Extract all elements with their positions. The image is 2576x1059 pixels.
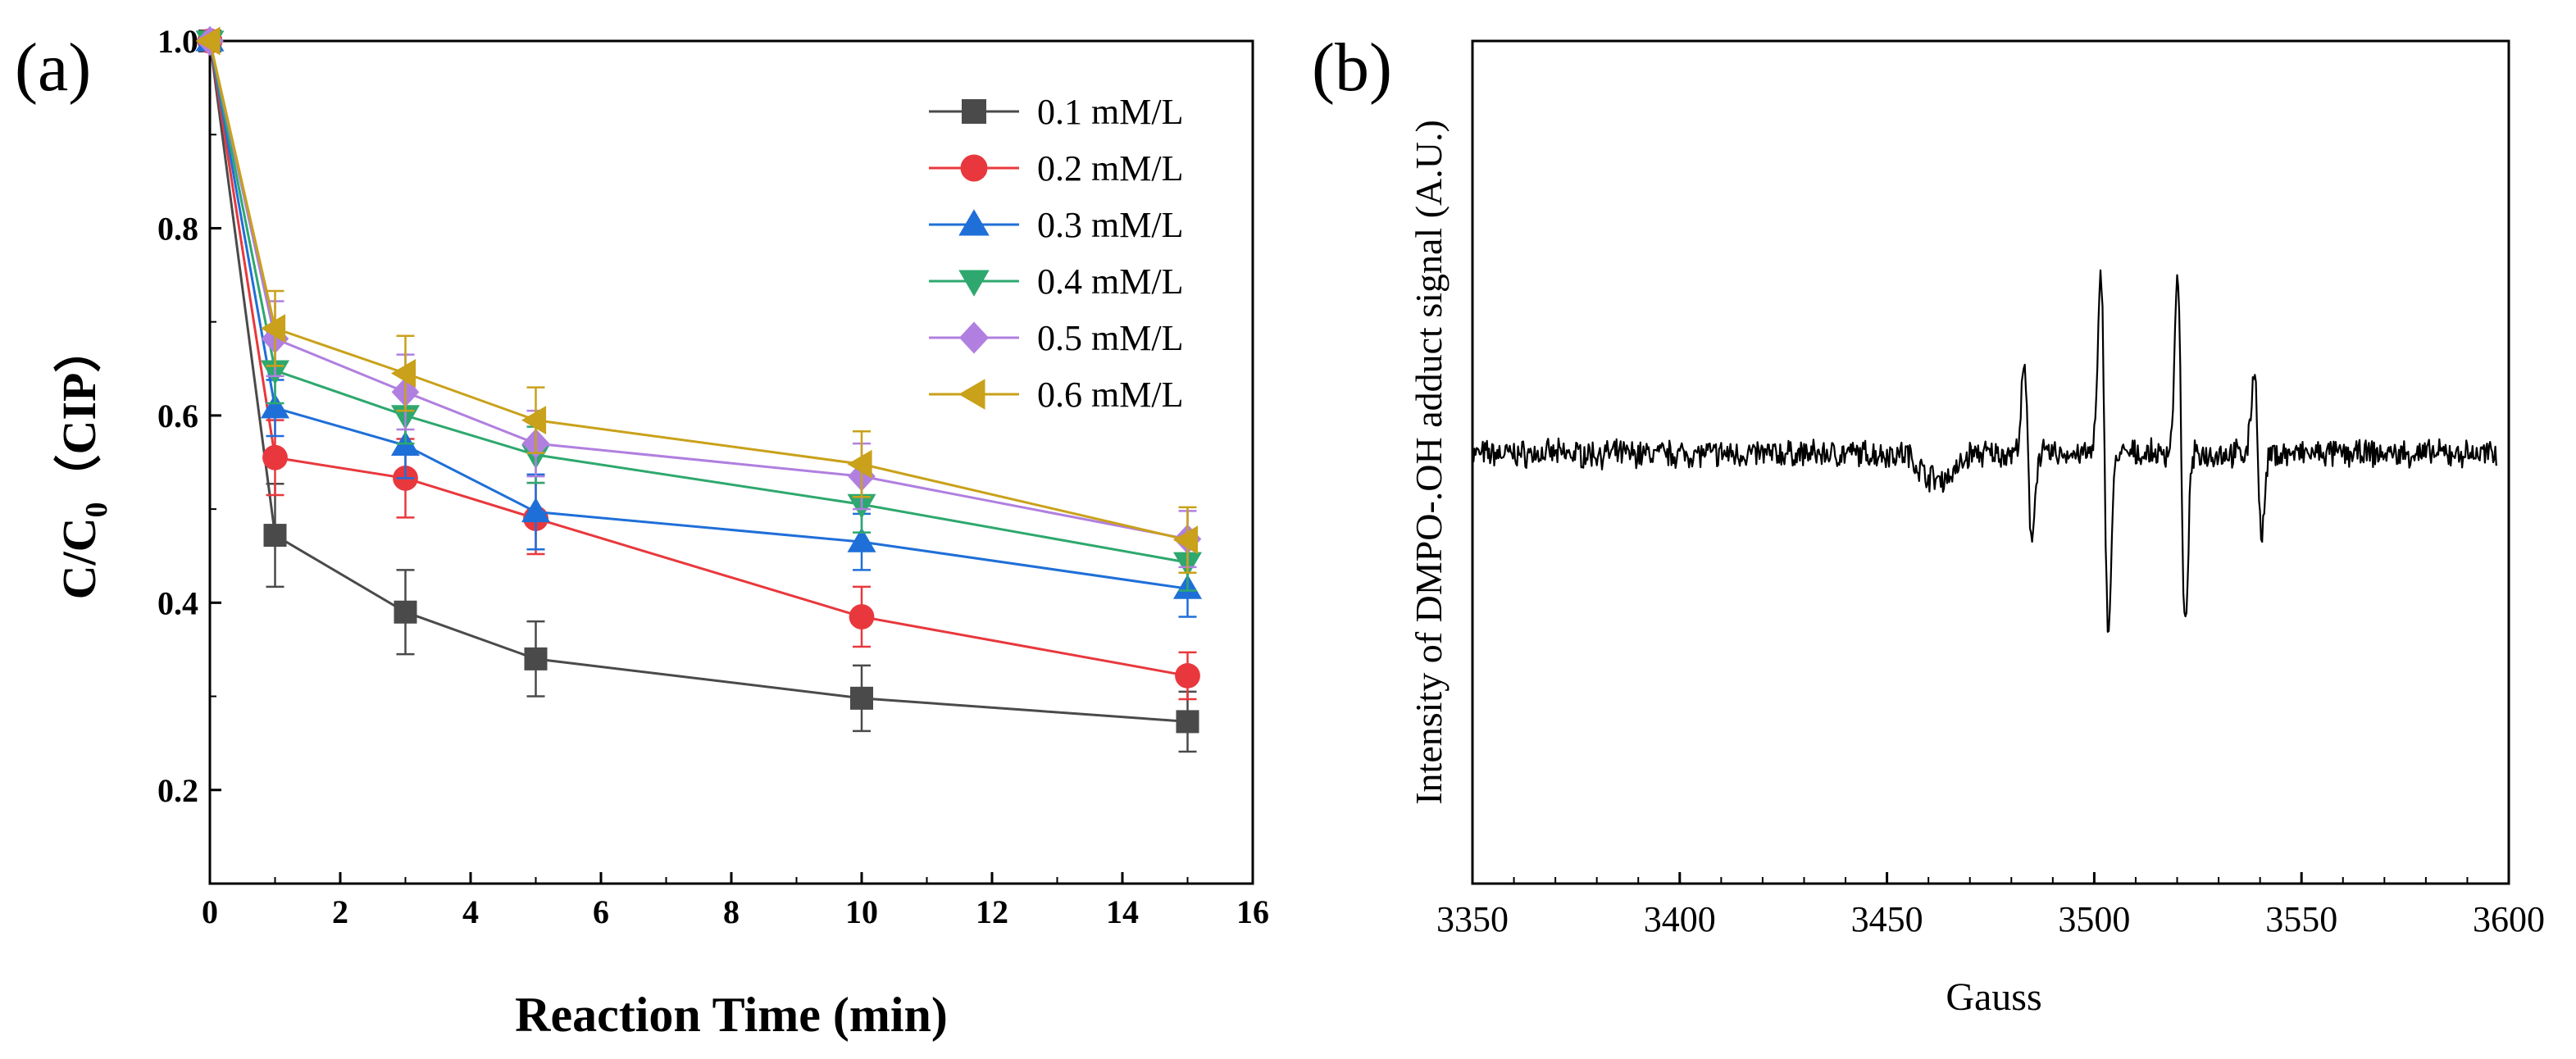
legend-label: 0.1 mM/L (1037, 92, 1183, 132)
legend-marker (962, 99, 986, 124)
panel-b-xlabel: Gauss (1946, 975, 2041, 1019)
panel-a-xtick-label: 8 (723, 893, 740, 930)
series-line (208, 40, 1188, 541)
data-point (391, 358, 416, 388)
data-point (521, 498, 550, 523)
panel-a-xtick-label: 14 (1106, 893, 1139, 930)
data-point (1176, 710, 1199, 734)
panel-a-series (195, 25, 1202, 753)
legend-item: 0.2 mM/L (929, 148, 1183, 189)
panel-a-ytick-label: 0.4 (157, 584, 198, 621)
data-point (847, 449, 872, 479)
panel-a-xtick-label: 10 (845, 893, 878, 930)
data-point (394, 600, 417, 624)
panel-b-xtick-label: 3550 (2265, 899, 2337, 939)
panel-a-ytick-label: 0.2 (157, 772, 198, 809)
panel-a-legend: 0.1 mM/L 0.2 mM/L 0.3 mM/L 0.4 mM/L 0.5 mM/L… (929, 92, 1183, 415)
panel-a-xlabel: Reaction Time (min) (515, 988, 948, 1042)
data-point (261, 314, 286, 343)
panel-a-ytick-label: 1.0 (157, 23, 198, 60)
panel-a-label: (a) (15, 30, 91, 106)
epr-signal-line (1472, 269, 2497, 634)
data-point (524, 647, 548, 670)
legend-item: 0.6 mM/L (929, 375, 1183, 415)
legend-marker (958, 379, 985, 410)
series-line (208, 40, 1188, 677)
panel-a-xtick-label: 0 (202, 893, 218, 930)
data-point (1175, 663, 1200, 689)
data-point (521, 406, 547, 435)
panel-b-ticks: 3350 3400 3450 3500 3550 3600 (1436, 872, 2545, 939)
panel-a-xtick-label: 4 (462, 893, 479, 930)
data-point (262, 444, 288, 470)
legend-marker (958, 270, 990, 297)
panel-a-xtick-label: 12 (976, 893, 1008, 930)
legend-label: 0.6 mM/L (1037, 375, 1183, 415)
legend-label: 0.4 mM/L (1037, 261, 1183, 302)
data-point (195, 26, 221, 56)
panel-a-ylabel-sub: 0 (80, 502, 114, 518)
panel-b-xtick-label: 3400 (1644, 899, 1716, 939)
panel-a-ylabel: C/C0（CIP） (52, 325, 114, 600)
series-line (208, 40, 1188, 590)
data-point (261, 393, 289, 419)
panel-a-ytick-label: 0.6 (157, 398, 198, 434)
legend-label: 0.2 mM/L (1037, 148, 1183, 189)
legend-label: 0.5 mM/L (1037, 318, 1183, 358)
data-point (1173, 525, 1199, 555)
data-point (263, 524, 287, 548)
legend-marker (958, 209, 990, 236)
data-point (849, 604, 875, 629)
panel-a-ylabel-suffix: （CIP） (52, 325, 106, 502)
panel-a-ticks: 0 2 4 6 8 10 12 14 16 0.2 0.4 0.6 0.8 1.0 (157, 23, 1269, 930)
legend-item: 0.4 mM/L (929, 261, 1183, 302)
panel-b-xtick-label: 3450 (1851, 899, 1923, 939)
legend-item: 0.3 mM/L (929, 205, 1183, 245)
series-line (208, 40, 1188, 564)
panel-a-ylabel-main: C/C (52, 518, 106, 600)
data-point (847, 527, 876, 552)
panel-b-ylabel: Intensity of DMPO-.OH adduct signal (A.U… (1408, 120, 1450, 805)
panel-b: (b) 3350 3400 3450 3500 3550 3600 Gauss Inten… (1312, 30, 2545, 1019)
legend-item: 0.1 mM/L (929, 92, 1183, 132)
legend-marker (960, 154, 988, 182)
data-point (850, 686, 873, 710)
series-6 (195, 26, 1199, 575)
series-line (208, 40, 1188, 542)
panel-b-frame (1471, 39, 2510, 885)
panel-b-xtick-label: 3350 (1436, 899, 1509, 939)
legend-item: 0.5 mM/L (929, 318, 1183, 358)
panel-a: (a) 0 2 4 6 8 10 12 14 16 0.2 0.4 0.6 0.8 1.0 0.1 mM/… (15, 23, 1269, 1042)
panel-a-xtick-label: 6 (593, 893, 609, 930)
legend-label: 0.3 mM/L (1037, 205, 1183, 245)
panel-b-xtick-label: 3600 (2473, 899, 2545, 939)
panel-b-xtick-label: 3500 (2058, 899, 2130, 939)
panel-a-xtick-label: 16 (1236, 893, 1269, 930)
panel-b-label: (b) (1312, 30, 1392, 106)
panel-a-ytick-label: 0.8 (157, 210, 198, 247)
panel-a-xtick-label: 2 (332, 893, 348, 930)
legend-marker (959, 321, 989, 354)
panel-b-series (1472, 269, 2497, 634)
